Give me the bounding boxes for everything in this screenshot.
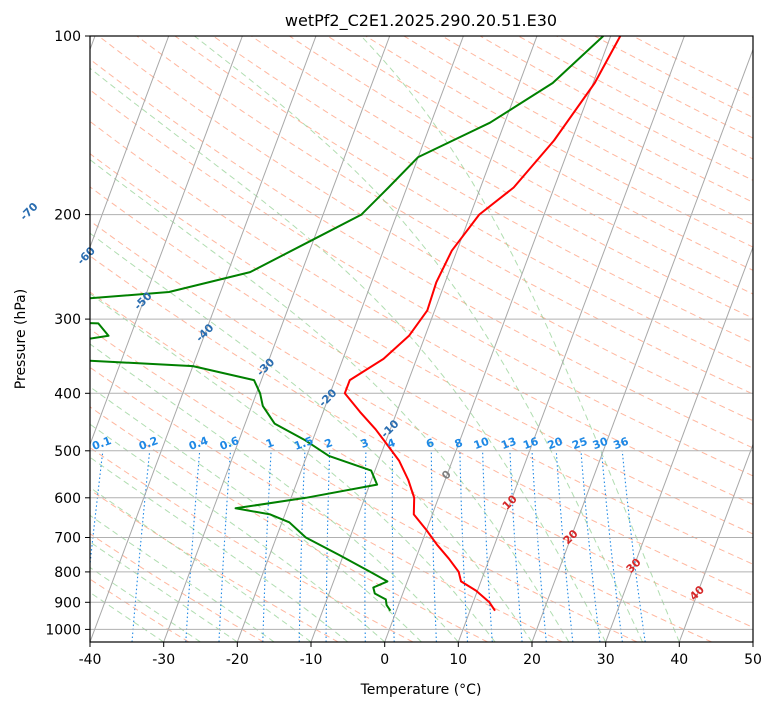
x-tick-label: 0: [380, 652, 389, 668]
dry-adiabat: [61, 36, 775, 642]
y-tick-label: 1000: [45, 622, 81, 638]
background-lines: [0, 36, 775, 642]
mixing-ratio-label: 0.2: [137, 434, 160, 453]
x-tick-label: 10: [449, 652, 467, 668]
y-tick-label: 100: [54, 29, 81, 45]
mixing-ratio-line: [532, 451, 546, 642]
x-tick-label: -20: [226, 652, 249, 668]
profiles: [0, 36, 620, 611]
isotherm-label-zero: 0: [439, 468, 454, 483]
isotherm-line: [16, 36, 242, 642]
moist-adiabat: [0, 113, 348, 642]
mixing-ratio-line: [186, 451, 200, 642]
y-tick-label: 600: [54, 491, 81, 507]
isotherm-label-warm: 20: [561, 527, 581, 547]
isotherm-label-warm: 40: [687, 583, 707, 603]
x-tick-label: 30: [597, 652, 615, 668]
mixing-ratio-label: 0.6: [218, 434, 241, 453]
mixing-ratio-label: 0.1: [90, 434, 113, 453]
dry-adiabat: [633, 36, 775, 642]
y-tick-label: 700: [54, 531, 81, 547]
mixing-ratio-line: [602, 451, 623, 642]
mixing-ratio-line: [132, 451, 150, 642]
isotherm-line: [606, 36, 775, 642]
chart-title: wetPf2_C2E1.2025.290.20.51.E30: [285, 11, 557, 31]
isotherm-line: [458, 36, 684, 642]
mixing-ratio-label: 2: [323, 436, 335, 451]
mixing-ratio-line: [392, 451, 394, 642]
dry-adiabat: [137, 36, 775, 642]
mixing-ratio-label: 1.5: [292, 434, 315, 453]
isotherm-label: -40: [193, 321, 216, 344]
dry-adiabat: [175, 36, 775, 642]
isotherm-label-warm: 30: [624, 555, 644, 575]
isotherm-line: [385, 36, 611, 642]
mixing-ratio-label: 10: [472, 435, 491, 453]
dry-adiabat: [595, 36, 775, 642]
isotherm-label: -70: [17, 200, 40, 223]
dry-adiabat: [557, 36, 775, 642]
y-tick-label: 500: [54, 444, 81, 460]
pressure-gridlines: [90, 36, 753, 629]
dry-adiabat: [328, 36, 775, 642]
x-tick-label: -10: [300, 652, 323, 668]
dry-adiabat: [404, 36, 775, 642]
moist-adiabat: [0, 36, 458, 642]
mixing-ratio-line: [82, 451, 103, 642]
y-tick-label: 800: [54, 565, 81, 581]
dry-adiabat: [0, 36, 338, 642]
dry-adiabat: [0, 36, 488, 642]
isotherm-label: -30: [254, 355, 277, 378]
mixing-ratio-label: 36: [612, 435, 631, 453]
mixing-ratio-line: [299, 451, 305, 642]
y-tick-label: 300: [54, 312, 81, 328]
x-tick-label: -40: [79, 652, 102, 668]
isotherm-line: [753, 36, 775, 642]
mixing-ratio-line: [365, 451, 366, 642]
y-tick-label: 400: [54, 386, 81, 402]
mixing-ratio-line: [326, 451, 330, 642]
y-axis-label: Pressure (hPa): [13, 289, 29, 389]
moist-adiabat: [0, 180, 237, 642]
mixing-ratio-label: 20: [546, 435, 565, 453]
mixing-ratio-label: 25: [570, 435, 589, 452]
isotherm-label: -60: [75, 244, 98, 267]
x-axis-label: Temperature (°C): [360, 682, 482, 698]
mixing-ratio-label: 3: [359, 436, 371, 451]
moist-adiabat: [0, 61, 422, 642]
x-tick-label: 20: [523, 652, 541, 668]
x-tick-label: -30: [152, 652, 175, 668]
x-tick-label: 40: [670, 652, 688, 668]
mixing-ratio-label: 1: [264, 436, 276, 451]
dry-adiabat: [289, 36, 775, 642]
moist-adiabat: [0, 221, 164, 642]
isotherm-line: [311, 36, 537, 642]
moist-adiabat: [0, 165, 274, 642]
mixing-ratio-label: 30: [591, 435, 610, 453]
x-tick-label: 50: [744, 652, 762, 668]
mixing-ratio-line: [483, 451, 493, 642]
isotherm-line: [679, 36, 775, 642]
isotherm-label-warm: 10: [500, 492, 520, 512]
mixing-ratio-label: 0.4: [187, 434, 210, 453]
moist-adiabat: [0, 201, 201, 642]
plot-frame: [90, 36, 753, 642]
y-tick-label: 900: [54, 595, 81, 611]
mixing-ratio-label: 8: [453, 436, 465, 451]
line-labels: 0.10.20.40.611.52346810131620253036-100-…: [0, 34, 707, 603]
y-tick-label: 200: [54, 208, 81, 224]
mixing-ratio-label: 16: [521, 435, 540, 453]
moist-adiabat: [0, 36, 495, 642]
mixing-ratio-line: [460, 451, 468, 642]
dry-adiabat: [213, 36, 775, 642]
